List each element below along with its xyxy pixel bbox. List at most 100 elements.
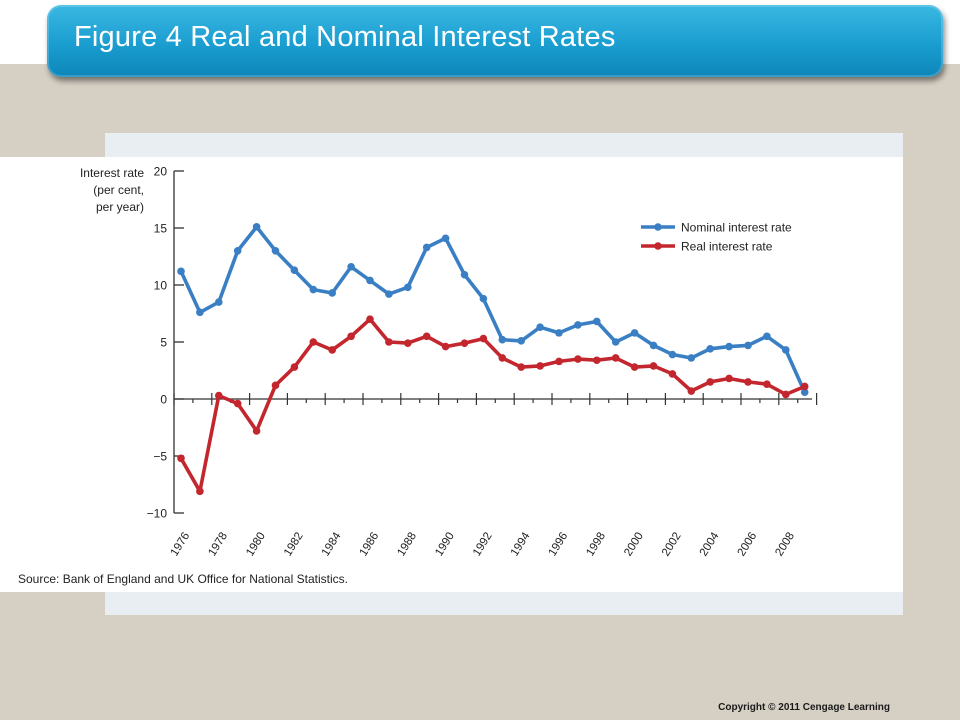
data-point-nominal — [782, 346, 790, 354]
title-bar: Figure 4 Real and Nominal Interest Rates — [47, 5, 943, 77]
data-point-nominal — [800, 388, 809, 396]
data-point-nominal — [725, 342, 733, 351]
data-point-nominal — [328, 289, 337, 297]
legend-marker — [654, 242, 662, 250]
data-point-nominal — [385, 290, 393, 298]
x-tick-label: 2006 — [736, 530, 760, 558]
data-point-real — [517, 363, 525, 371]
data-point-nominal — [649, 341, 658, 350]
data-point-real — [763, 380, 771, 388]
figure-panel — [0, 157, 903, 592]
data-point-nominal — [441, 234, 450, 243]
data-point-nominal — [290, 266, 299, 274]
y-tick-label: 10 — [154, 279, 168, 293]
data-point-nominal — [498, 335, 507, 344]
y-tick-label: −5 — [153, 450, 167, 464]
data-point-nominal — [233, 247, 242, 255]
data-point-nominal — [555, 329, 563, 337]
data-point-real — [630, 363, 639, 371]
data-point-real — [385, 338, 393, 346]
x-tick-label: 2004 — [698, 530, 722, 559]
data-point-real — [347, 332, 355, 341]
data-point-real — [441, 342, 450, 351]
data-point-real — [233, 399, 242, 408]
x-tick-label: 1982 — [282, 530, 306, 558]
x-tick-label: 1992 — [471, 530, 495, 558]
data-point-real — [611, 354, 620, 362]
data-point-real — [366, 315, 374, 324]
x-tick-label: 1996 — [547, 530, 571, 558]
data-point-nominal — [309, 285, 318, 294]
data-point-real — [404, 339, 412, 347]
data-point-real — [196, 487, 204, 496]
x-tick-label: 2002 — [660, 530, 684, 558]
slide-title: Figure 4 Real and Nominal Interest Rates — [74, 21, 616, 53]
y-tick-label: 20 — [154, 165, 168, 179]
data-point-real — [593, 356, 601, 365]
data-point-nominal — [366, 276, 374, 285]
x-tick-label: 1980 — [244, 530, 268, 558]
data-point-nominal — [574, 321, 582, 329]
data-point-real — [290, 363, 299, 371]
y-tick-label: 5 — [160, 336, 167, 350]
data-point-real — [271, 381, 280, 390]
data-point-real — [215, 391, 223, 400]
data-point-real — [479, 334, 488, 343]
data-point-nominal — [252, 223, 261, 231]
legend-label: Real interest rate — [681, 240, 773, 254]
y-axis-label: Interest rate — [80, 166, 144, 180]
data-point-nominal — [687, 354, 696, 362]
legend-marker — [654, 223, 662, 231]
x-tick-label: 2000 — [622, 530, 646, 558]
data-point-nominal — [611, 338, 620, 346]
source-note: Source: Bank of England and UK Office fo… — [18, 572, 348, 586]
data-point-nominal — [630, 329, 639, 337]
x-tick-label: 1976 — [169, 530, 193, 558]
data-point-real — [177, 454, 185, 463]
data-point-real — [687, 387, 696, 395]
data-point-nominal — [593, 317, 601, 326]
y-tick-label: 0 — [160, 393, 167, 407]
x-tick-label: 1986 — [358, 530, 382, 558]
data-point-real — [555, 357, 563, 366]
y-axis-label: per year) — [96, 200, 144, 214]
data-point-real — [706, 378, 714, 386]
data-point-real — [536, 362, 544, 370]
data-point-real — [309, 338, 318, 346]
data-point-nominal — [460, 270, 469, 279]
data-point-nominal — [744, 341, 752, 350]
data-point-nominal — [479, 294, 488, 303]
data-point-nominal — [517, 337, 525, 345]
x-tick-label: 1984 — [320, 530, 344, 559]
data-point-real — [460, 339, 469, 347]
data-point-real — [725, 374, 733, 383]
data-point-nominal — [347, 262, 355, 271]
data-point-nominal — [271, 247, 280, 255]
data-point-nominal — [763, 332, 771, 341]
data-point-real — [498, 354, 507, 362]
data-point-nominal — [422, 243, 431, 252]
data-point-real — [252, 427, 261, 435]
data-point-nominal — [404, 283, 412, 292]
data-point-real — [782, 390, 790, 399]
x-tick-label: 2008 — [773, 530, 797, 558]
legend-label: Nominal interest rate — [681, 221, 792, 235]
x-tick-label: 1998 — [584, 530, 608, 558]
data-point-nominal — [215, 298, 223, 306]
series-line-real — [179, 317, 806, 494]
data-point-real — [574, 355, 582, 363]
data-point-real — [668, 370, 677, 378]
x-tick-label: 1990 — [433, 530, 457, 558]
data-point-real — [744, 378, 752, 386]
y-tick-label: 15 — [154, 222, 168, 236]
y-axis-label: (per cent, — [93, 183, 144, 197]
data-point-nominal — [706, 345, 714, 353]
data-point-real — [328, 346, 337, 354]
data-point-real — [422, 332, 431, 341]
copyright-notice: Copyright © 2011 Cengage Learning — [718, 702, 890, 713]
x-tick-label: 1978 — [206, 530, 230, 558]
y-tick-label: −10 — [147, 507, 168, 521]
x-tick-label: 1988 — [395, 530, 419, 558]
data-point-nominal — [196, 308, 204, 317]
